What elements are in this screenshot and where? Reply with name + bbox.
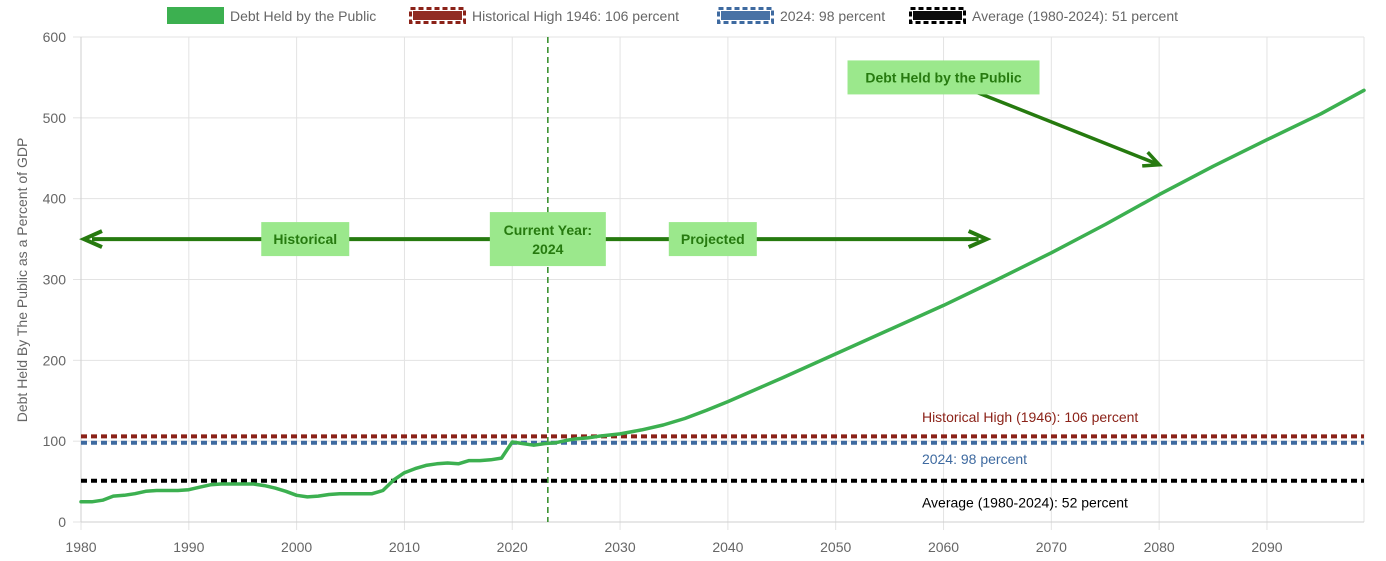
series-layer <box>79 88 1366 504</box>
y-axis: 0 100 200 300 400 500 600 <box>43 29 82 530</box>
x-tick-label: 2020 <box>497 539 528 555</box>
legend-label: Average (1980-2024): 51 percent <box>972 8 1178 24</box>
annotation-label: Historical <box>273 231 337 247</box>
legend-item: Historical High 1946: 106 percent <box>409 7 679 24</box>
y-tick-label: 300 <box>43 272 67 288</box>
reference-line-label: Historical High (1946): 106 percent <box>922 409 1138 425</box>
legend-swatch <box>167 7 224 24</box>
annotation-box: Historical <box>261 222 350 257</box>
x-tick-label: 2040 <box>712 539 743 555</box>
annotation-label: 2024 <box>532 241 563 257</box>
x-axis: 1980 1990 2000 2010 2020 2030 2040 2050 2060 2070… <box>65 521 1364 555</box>
x-tick-label: 2030 <box>604 539 635 555</box>
legend-item: 2024: 98 percent <box>717 7 885 24</box>
y-tick-label: 400 <box>43 191 67 207</box>
annotation-bg <box>489 212 606 267</box>
legend-item: Debt Held by the Public <box>167 7 376 24</box>
legend: Debt Held by the Public Historical High 1… <box>167 7 1178 24</box>
arrow-head-right <box>967 229 992 249</box>
annotation-box: Projected <box>668 222 757 257</box>
x-tick-label: 2060 <box>928 539 959 555</box>
annotation-bg <box>668 222 757 257</box>
legend-swatch-fill <box>413 11 462 20</box>
reference-lines: Historical High (1946): 106 percent 2024:… <box>81 409 1364 510</box>
annotation-bg <box>847 60 1040 95</box>
legend-swatch-fill <box>913 11 962 20</box>
reference-line-label: 2024: 98 percent <box>922 451 1027 467</box>
x-tick-label: 2050 <box>820 539 851 555</box>
x-tick-label: 1980 <box>65 539 96 555</box>
annotation-box: Debt Held by the Public <box>847 60 1040 95</box>
pointer-arrow-head <box>1142 151 1163 168</box>
legend-swatch <box>717 7 774 24</box>
legend-item: Average (1980-2024): 51 percent <box>909 7 1178 24</box>
annotations: Historical Current Year: 2024 Projected Debt… <box>261 60 1040 267</box>
x-tick-label: 2080 <box>1144 539 1175 555</box>
legend-label: Debt Held by the Public <box>230 8 376 24</box>
annotation-bg <box>261 222 350 257</box>
y-tick-label: 500 <box>43 110 67 126</box>
y-tick-label: 0 <box>58 514 66 530</box>
grid <box>80 36 1365 523</box>
x-tick-label: 1990 <box>173 539 204 555</box>
annotation-label: Projected <box>681 231 745 247</box>
y-tick-label: 200 <box>43 352 67 368</box>
annotation-label: Current Year: <box>504 222 592 238</box>
x-tick-label: 2010 <box>389 539 420 555</box>
arrows <box>79 90 1163 249</box>
y-tick-label: 600 <box>43 29 67 45</box>
legend-label: Historical High 1946: 106 percent <box>472 8 679 24</box>
reference-line-label: Average (1980-2024): 52 percent <box>922 494 1128 510</box>
pointer-arrow-shaft <box>975 90 1160 167</box>
y-axis-title: Debt Held By The Public as a Percent of … <box>14 138 30 423</box>
series-line-debt <box>79 88 1366 504</box>
x-tick-label: 2000 <box>281 539 312 555</box>
x-tick-label: 2090 <box>1251 539 1282 555</box>
legend-swatch <box>409 7 466 24</box>
annotation-box: Current Year: 2024 <box>489 212 606 267</box>
arrow-head-left <box>79 229 103 249</box>
x-tick-label: 2070 <box>1036 539 1067 555</box>
legend-label: 2024: 98 percent <box>780 8 885 24</box>
y-tick-label: 100 <box>43 433 67 449</box>
annotation-label: Debt Held by the Public <box>865 69 1022 85</box>
legend-swatch-fill <box>721 11 770 20</box>
legend-swatch <box>909 7 966 24</box>
